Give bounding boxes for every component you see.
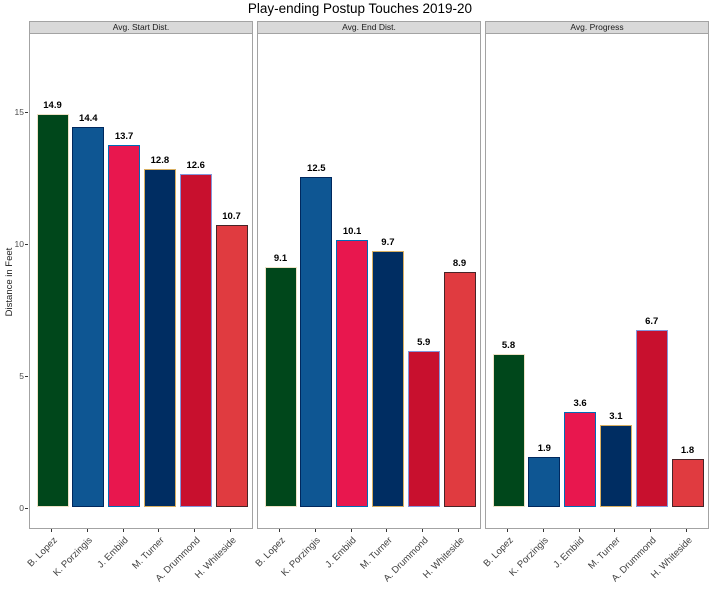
x-tick: [422, 529, 424, 532]
bar-J-Embiid: [108, 145, 141, 507]
bar-value-label: 5.8: [501, 340, 516, 351]
bar-A-Drummond: [635, 330, 668, 507]
x-tick: [158, 529, 160, 532]
bar-value-label: 12.8: [150, 155, 170, 166]
bar-value-label: 10.1: [342, 226, 362, 237]
x-tick: [686, 529, 687, 532]
bar-value-label: 12.6: [186, 160, 205, 171]
bar-value-label: 14.4: [79, 113, 98, 124]
y-tick: [25, 244, 28, 245]
bar-value-label: 1.9: [537, 443, 551, 454]
facet-0: Avg. Start Dist. 14.9 14.4 13.7 12.8 12.6 10.7…: [25, 21, 253, 596]
bar-value-label: 3.6: [573, 398, 587, 409]
bar-J-Embiid: [564, 412, 597, 507]
bar-B-Lopez: [492, 354, 525, 507]
bar-M-Turner: [371, 251, 404, 507]
bar-value-label: 14.9: [43, 100, 62, 111]
x-tick: [194, 529, 196, 532]
x-tick: [51, 529, 52, 532]
bar-K-Porzingis: [528, 457, 561, 507]
bar-B-Lopez: [264, 267, 297, 507]
bar-value-label: 1.8: [680, 445, 695, 456]
facet-1: Avg. End Dist. 9.1 12.5 10.1 9.7 5.9 8.9 B. Lop…: [253, 21, 481, 596]
bar-H-Whiteside: [671, 459, 704, 507]
y-tick-label: 15: [14, 107, 24, 117]
x-tick: [614, 529, 616, 532]
x-tick: [230, 529, 231, 532]
bar-H-Whiteside: [443, 272, 476, 507]
bar-J-Embiid: [336, 240, 369, 507]
bar-value-label: 10.7: [222, 211, 241, 222]
bar-value-label: 8.9: [452, 258, 467, 269]
y-tick-label: 10: [14, 239, 24, 249]
facet-2: Avg. Progress 5.8 1.9 3.6 3.1 6.7 1.8 B. Lopez K…: [481, 21, 709, 596]
bar-A-Drummond: [407, 351, 440, 507]
facet-panel: 9.1 12.5 10.1 9.7 5.9 8.9: [257, 33, 481, 529]
x-tick: [386, 529, 388, 532]
x-tick: [279, 529, 280, 532]
bar-value-label: 3.1: [609, 411, 623, 422]
bar-value-label: 6.7: [645, 316, 659, 327]
bar-B-Lopez: [36, 114, 69, 507]
x-tick: [122, 529, 124, 532]
y-tick: [25, 376, 28, 377]
x-tick: [86, 529, 88, 532]
bar-K-Porzingis: [300, 177, 333, 507]
y-tick: [25, 508, 28, 509]
bar-M-Turner: [599, 425, 632, 507]
bar-value-label: 9.7: [381, 237, 395, 248]
x-tick: [350, 529, 352, 532]
facet-panel: 5.8 1.9 3.6 3.1 6.7 1.8: [485, 33, 709, 529]
x-tick: [458, 529, 459, 532]
y-tick-label: 0: [19, 503, 24, 513]
bar-value-label: 5.9: [417, 337, 431, 348]
y-tick: [25, 112, 28, 113]
bar-A-Drummond: [179, 174, 212, 507]
x-tick: [542, 529, 544, 532]
chart-title: Play-ending Postup Touches 2019-20: [247, 1, 473, 16]
bar-H-Whiteside: [215, 225, 248, 507]
x-tick: [650, 529, 652, 532]
x-tick: [507, 529, 508, 532]
y-tick-label: 5: [19, 371, 24, 381]
facet-panel: 14.9 14.4 13.7 12.8 12.6 10.7: [29, 33, 253, 529]
bar-value-label: 9.1: [273, 253, 288, 264]
bar-value-label: 12.5: [307, 163, 326, 174]
bar-K-Porzingis: [72, 127, 105, 507]
x-tick: [314, 529, 316, 532]
bar-value-label: 13.7: [114, 131, 134, 142]
bar-M-Turner: [143, 169, 176, 507]
x-tick: [578, 529, 580, 532]
